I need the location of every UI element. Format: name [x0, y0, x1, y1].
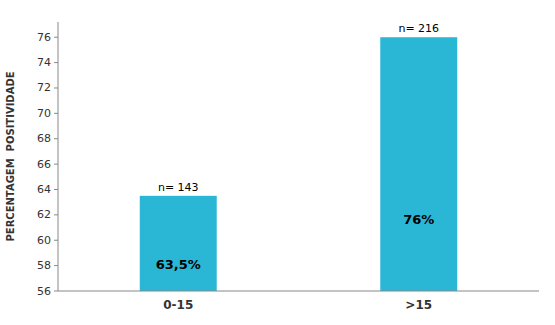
y-axis-line [58, 22, 59, 291]
y-tick [54, 113, 58, 114]
y-axis-label: PERCENTAGEM POSITIVIDADE [5, 71, 16, 241]
y-tick-label: 76 [37, 31, 51, 44]
y-tick-label: 72 [37, 81, 51, 94]
y-tick-label: 58 [37, 259, 51, 272]
annotation: n= 216 [398, 22, 439, 35]
bar [380, 37, 457, 291]
annotation: n= 143 [158, 181, 199, 194]
y-tick [54, 164, 58, 165]
data-label: 63,5% [156, 257, 201, 272]
bars [140, 37, 457, 291]
y-tick-label: 64 [37, 183, 51, 196]
y-tick-label: 74 [37, 56, 51, 69]
y-tick [54, 189, 58, 190]
x-axis-line [58, 291, 539, 292]
y-tick-label: 70 [37, 107, 51, 120]
y-tick [54, 240, 58, 241]
y-tick-label: 56 [37, 285, 51, 298]
y-tick-label: 60 [37, 234, 51, 247]
data-label: 76% [403, 212, 434, 227]
chart: 56 58 60 62 64 66 68 70 72 74 76 63,5% n= 143 76% n= 2… [0, 0, 555, 325]
y-tick [54, 265, 58, 266]
y-tick [54, 62, 58, 63]
y-tick-label: 62 [37, 208, 51, 221]
y-tick-label: 66 [37, 158, 51, 171]
bar [140, 196, 217, 291]
x-tick-label: 0-15 [163, 298, 193, 312]
y-tick [54, 87, 58, 88]
y-tick [54, 37, 58, 38]
y-tick-label: 68 [37, 132, 51, 145]
y-tick [54, 138, 58, 139]
y-tick [54, 291, 58, 292]
x-tick-label: >15 [405, 298, 432, 312]
y-tick [54, 214, 58, 215]
